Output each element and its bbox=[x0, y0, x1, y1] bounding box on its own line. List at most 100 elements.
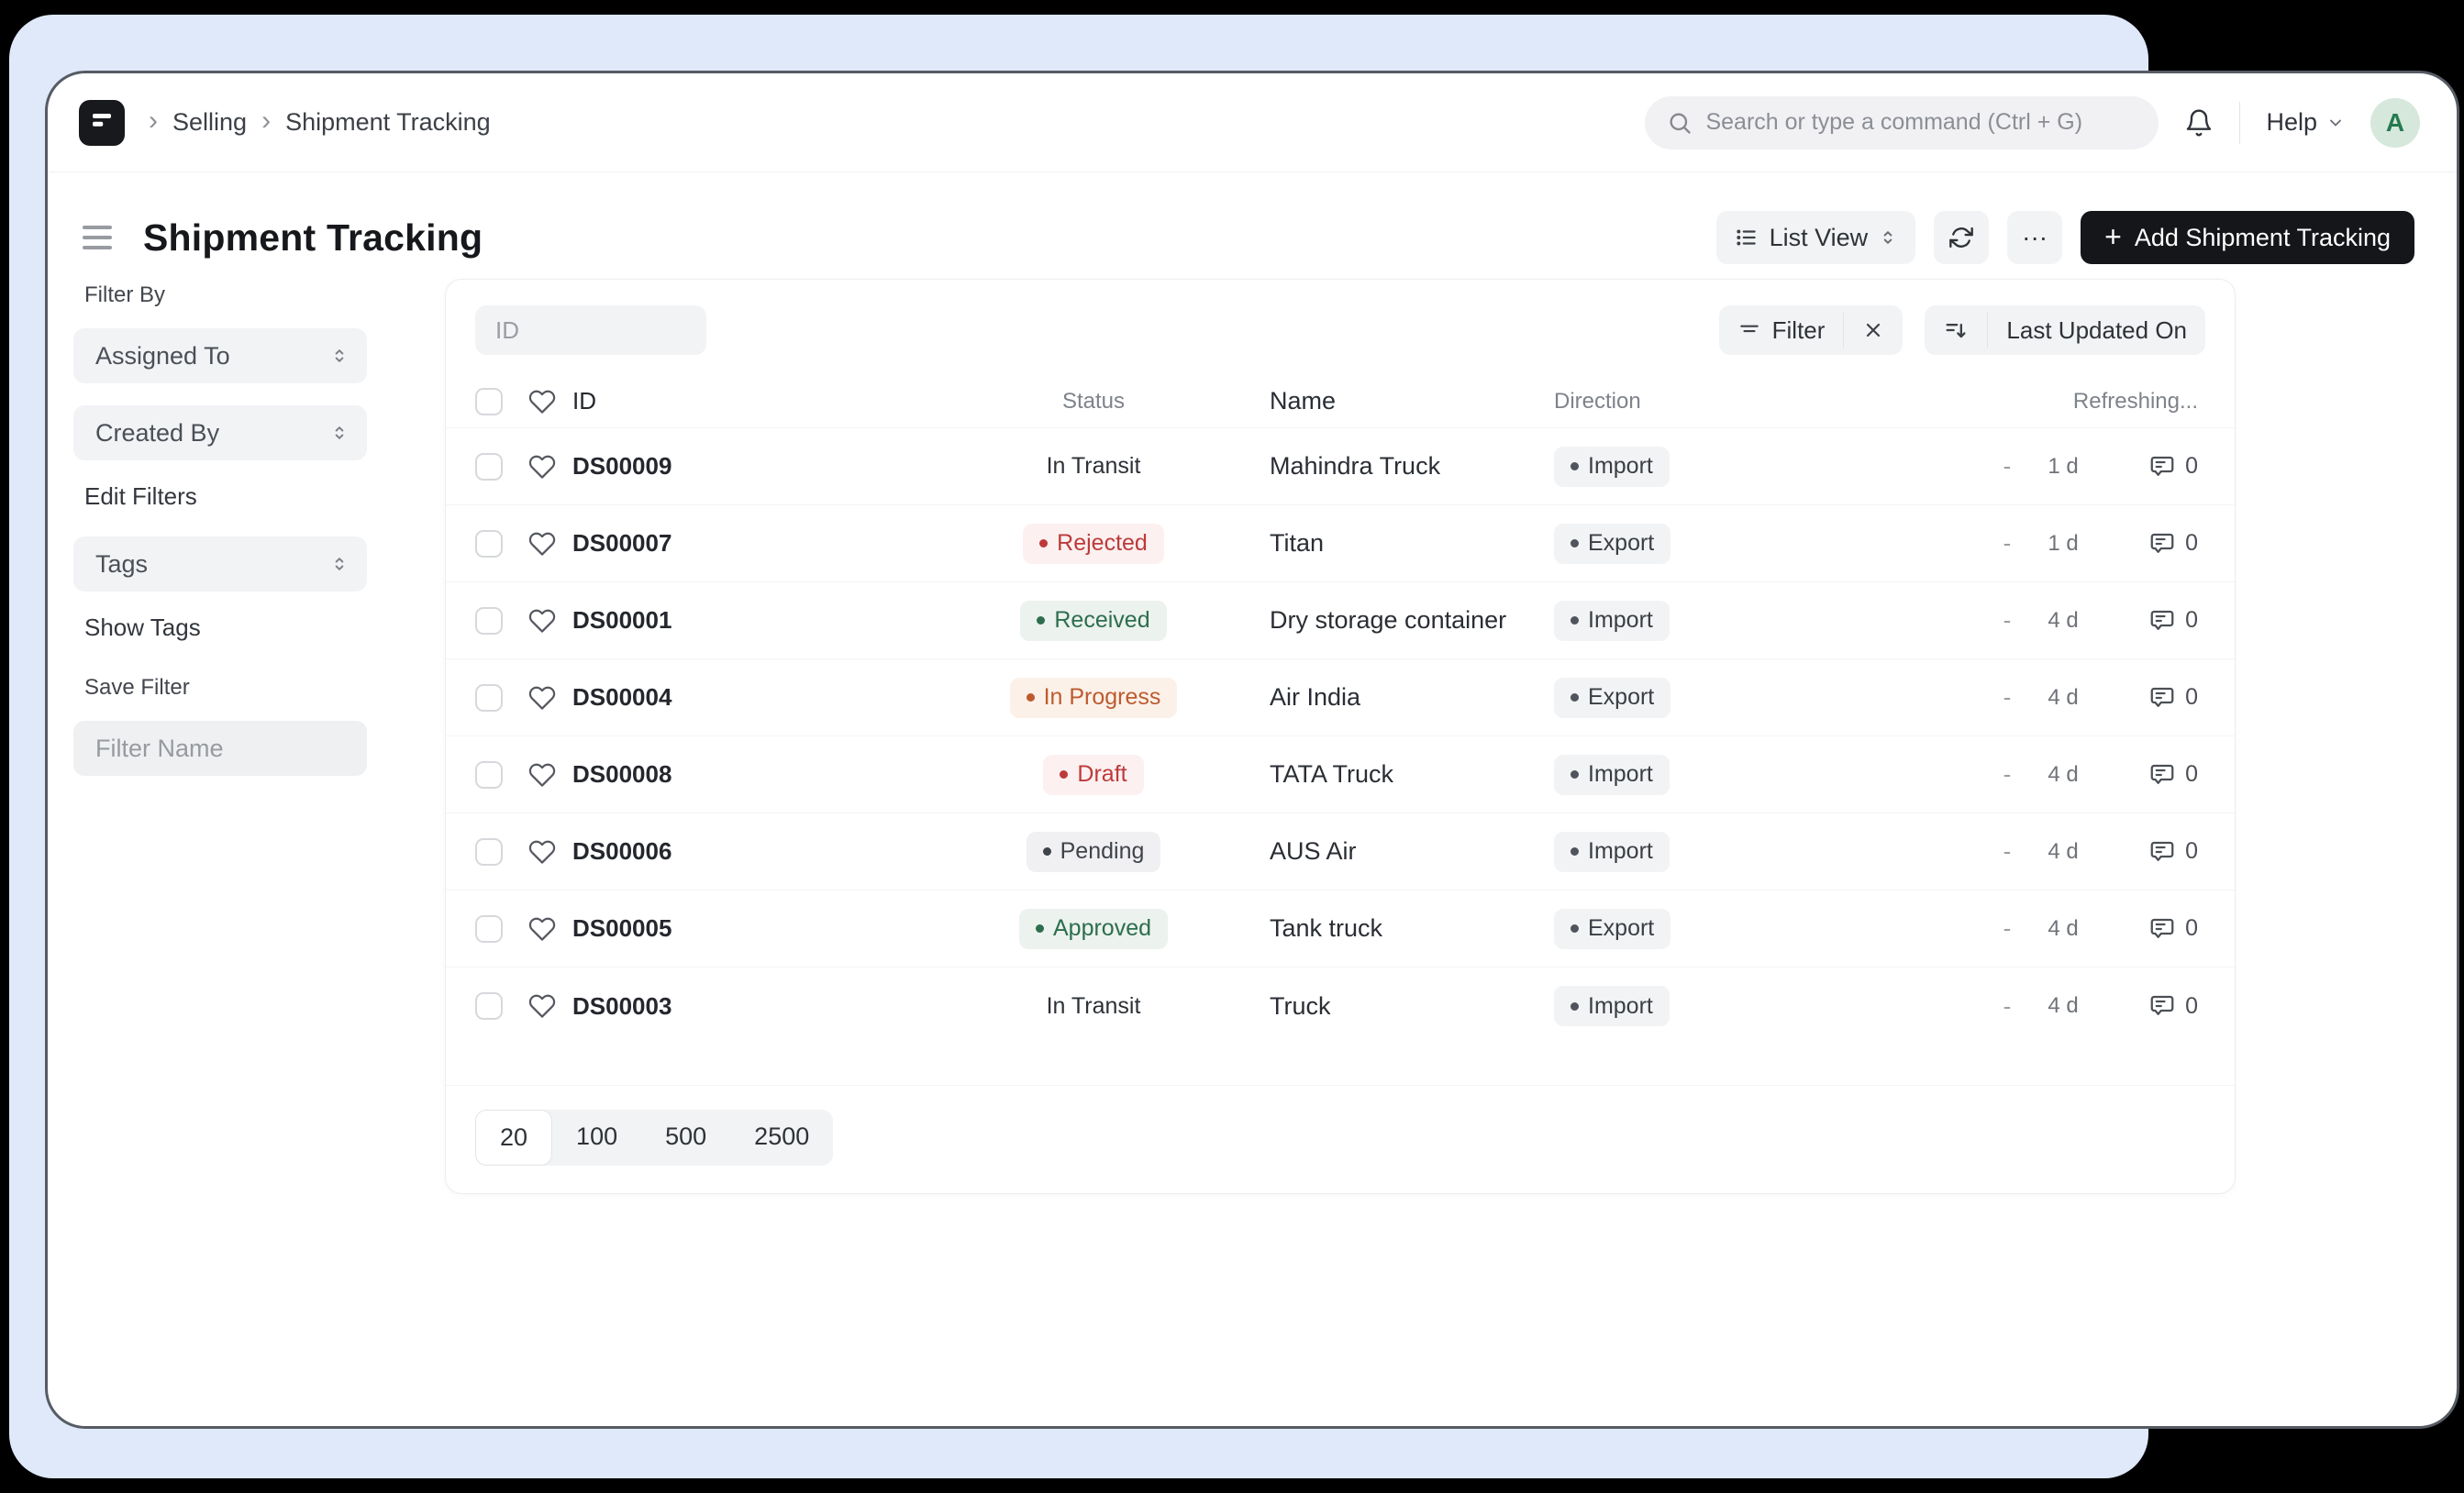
table-row[interactable]: DS00009 In Transit Mahindra Truck Import… bbox=[446, 428, 2235, 505]
comment-icon bbox=[2148, 761, 2176, 789]
status-label: In Progress bbox=[1043, 684, 1161, 710]
heart-icon[interactable] bbox=[528, 453, 560, 481]
row-checkbox[interactable] bbox=[475, 452, 503, 481]
edit-filters-link[interactable]: Edit Filters bbox=[84, 482, 197, 510]
row-comments[interactable]: 0 bbox=[2103, 607, 2198, 635]
status-label: Rejected bbox=[1057, 530, 1148, 556]
heart-icon[interactable] bbox=[528, 607, 560, 635]
bell-icon[interactable] bbox=[2184, 108, 2214, 138]
avatar[interactable]: A bbox=[2370, 97, 2420, 148]
clear-filter-button[interactable] bbox=[1844, 305, 1903, 355]
direction-dot-icon bbox=[1571, 924, 1579, 933]
row-checkbox[interactable] bbox=[475, 992, 503, 1020]
row-id-link[interactable]: DS00004 bbox=[572, 683, 672, 711]
table-row[interactable]: DS00004 In Progress Air India Export - 4… bbox=[446, 659, 2235, 736]
app-logo-icon[interactable] bbox=[79, 99, 125, 146]
row-last-updated: 4 d bbox=[2048, 838, 2079, 864]
add-shipment-tracking-button[interactable]: + Add Shipment Tracking bbox=[2081, 211, 2414, 264]
more-options-button[interactable]: ··· bbox=[2007, 211, 2063, 264]
sort-direction-button[interactable] bbox=[1925, 305, 1987, 355]
row-checkbox[interactable] bbox=[475, 606, 503, 635]
row-checkbox[interactable] bbox=[475, 837, 503, 866]
status-dot-icon bbox=[1042, 847, 1051, 856]
row-comments[interactable]: 0 bbox=[2103, 761, 2198, 789]
direction-badge: Import bbox=[1554, 754, 1670, 795]
created-by-select[interactable]: Created By bbox=[73, 405, 367, 460]
ellipsis-icon: ··· bbox=[2022, 223, 2048, 251]
view-switcher-button[interactable]: List View bbox=[1715, 211, 1916, 264]
row-checkbox[interactable] bbox=[475, 914, 503, 943]
list-icon bbox=[1735, 226, 1759, 249]
page-size-500[interactable]: 500 bbox=[665, 1123, 707, 1150]
row-comments[interactable]: 0 bbox=[2103, 453, 2198, 481]
table-row[interactable]: DS00001 Received Dry storage container I… bbox=[446, 582, 2235, 659]
breadcrumb-shipment-tracking[interactable]: Shipment Tracking bbox=[285, 108, 491, 136]
filter-label: Filter bbox=[1771, 315, 1826, 344]
page-size-2500[interactable]: 2500 bbox=[754, 1123, 810, 1150]
heart-icon[interactable] bbox=[528, 388, 560, 415]
help-menu[interactable]: Help bbox=[2266, 108, 2345, 137]
row-comments[interactable]: 0 bbox=[2103, 992, 2198, 1020]
heart-icon[interactable] bbox=[528, 684, 560, 712]
sidebar-toggle-icon[interactable] bbox=[83, 226, 119, 249]
save-filter-label: Save Filter bbox=[84, 675, 190, 700]
filter-name-input[interactable] bbox=[73, 721, 367, 776]
row-name: Mahindra Truck bbox=[1270, 452, 1441, 480]
row-name: AUS Air bbox=[1270, 837, 1357, 865]
filter-button[interactable]: Filter bbox=[1719, 305, 1844, 355]
show-tags-link[interactable]: Show Tags bbox=[84, 614, 201, 641]
search-input[interactable] bbox=[1705, 109, 2137, 136]
divider bbox=[1843, 313, 1845, 348]
table-row[interactable]: DS00008 Draft TATA Truck Import - 4 d 0 bbox=[446, 736, 2235, 813]
global-search[interactable] bbox=[1645, 95, 2159, 149]
page-size-selector: 20 100 500 2500 bbox=[475, 1110, 834, 1166]
refresh-button[interactable] bbox=[1934, 211, 1990, 264]
select-all-checkbox[interactable] bbox=[475, 387, 503, 415]
direction-dot-icon bbox=[1571, 847, 1579, 856]
direction-dot-icon bbox=[1571, 462, 1579, 470]
row-id-link[interactable]: DS00005 bbox=[572, 914, 672, 942]
row-assignee-placeholder: - bbox=[2003, 529, 2012, 557]
column-header-name[interactable]: Name bbox=[1270, 387, 1337, 415]
breadcrumb: › Selling › Shipment Tracking bbox=[149, 106, 491, 137]
heart-icon[interactable] bbox=[528, 992, 560, 1020]
row-id-link[interactable]: DS00001 bbox=[572, 606, 672, 634]
breadcrumb-selling[interactable]: Selling bbox=[172, 108, 248, 136]
heart-icon[interactable] bbox=[528, 761, 560, 789]
page-size-100[interactable]: 100 bbox=[576, 1123, 618, 1150]
row-id-link[interactable]: DS00003 bbox=[572, 991, 672, 1020]
column-header-status[interactable]: Status bbox=[1061, 388, 1126, 414]
row-checkbox[interactable] bbox=[475, 529, 503, 558]
id-filter-input[interactable] bbox=[475, 305, 706, 355]
sort-field-button[interactable]: Last Updated On bbox=[1988, 305, 2205, 355]
row-comments[interactable]: 0 bbox=[2103, 915, 2198, 943]
row-checkbox[interactable] bbox=[475, 683, 503, 712]
row-comments[interactable]: 0 bbox=[2103, 838, 2198, 866]
row-comments[interactable]: 0 bbox=[2103, 530, 2198, 558]
table-row[interactable]: DS00005 Approved Tank truck Export - 4 d… bbox=[446, 890, 2235, 968]
column-header-refreshing[interactable]: Refreshing... bbox=[2072, 388, 2198, 414]
table-row[interactable]: DS00003 In Transit Truck Import - 4 d 0 bbox=[446, 968, 2235, 1045]
heart-icon[interactable] bbox=[528, 838, 560, 866]
row-last-updated: 4 d bbox=[2048, 607, 2079, 633]
table-row[interactable]: DS00006 Pending AUS Air Import - 4 d 0 bbox=[446, 813, 2235, 890]
heart-icon[interactable] bbox=[528, 915, 560, 943]
tags-select[interactable]: Tags bbox=[73, 536, 367, 592]
row-last-updated: 4 d bbox=[2048, 915, 2079, 941]
heart-icon[interactable] bbox=[528, 530, 560, 558]
row-checkbox[interactable] bbox=[475, 760, 503, 789]
table-row[interactable]: DS00007 Rejected Titan Export - 1 d 0 bbox=[446, 505, 2235, 582]
row-id-link[interactable]: DS00006 bbox=[572, 837, 672, 865]
column-header-id[interactable]: ID bbox=[572, 387, 596, 415]
comment-count: 0 bbox=[2185, 607, 2198, 633]
row-comments[interactable]: 0 bbox=[2103, 684, 2198, 712]
assigned-to-select[interactable]: Assigned To bbox=[73, 328, 367, 383]
row-id-link[interactable]: DS00009 bbox=[572, 452, 672, 480]
page-size-20[interactable]: 20 bbox=[475, 1110, 553, 1166]
row-id-link[interactable]: DS00008 bbox=[572, 760, 672, 788]
table-header: ID Status Name Direction Refreshing... bbox=[446, 375, 2235, 428]
column-header-direction[interactable]: Direction bbox=[1554, 388, 1641, 414]
assigned-to-label: Assigned To bbox=[95, 341, 230, 370]
row-assignee-placeholder: - bbox=[2003, 452, 2012, 480]
row-id-link[interactable]: DS00007 bbox=[572, 529, 672, 557]
